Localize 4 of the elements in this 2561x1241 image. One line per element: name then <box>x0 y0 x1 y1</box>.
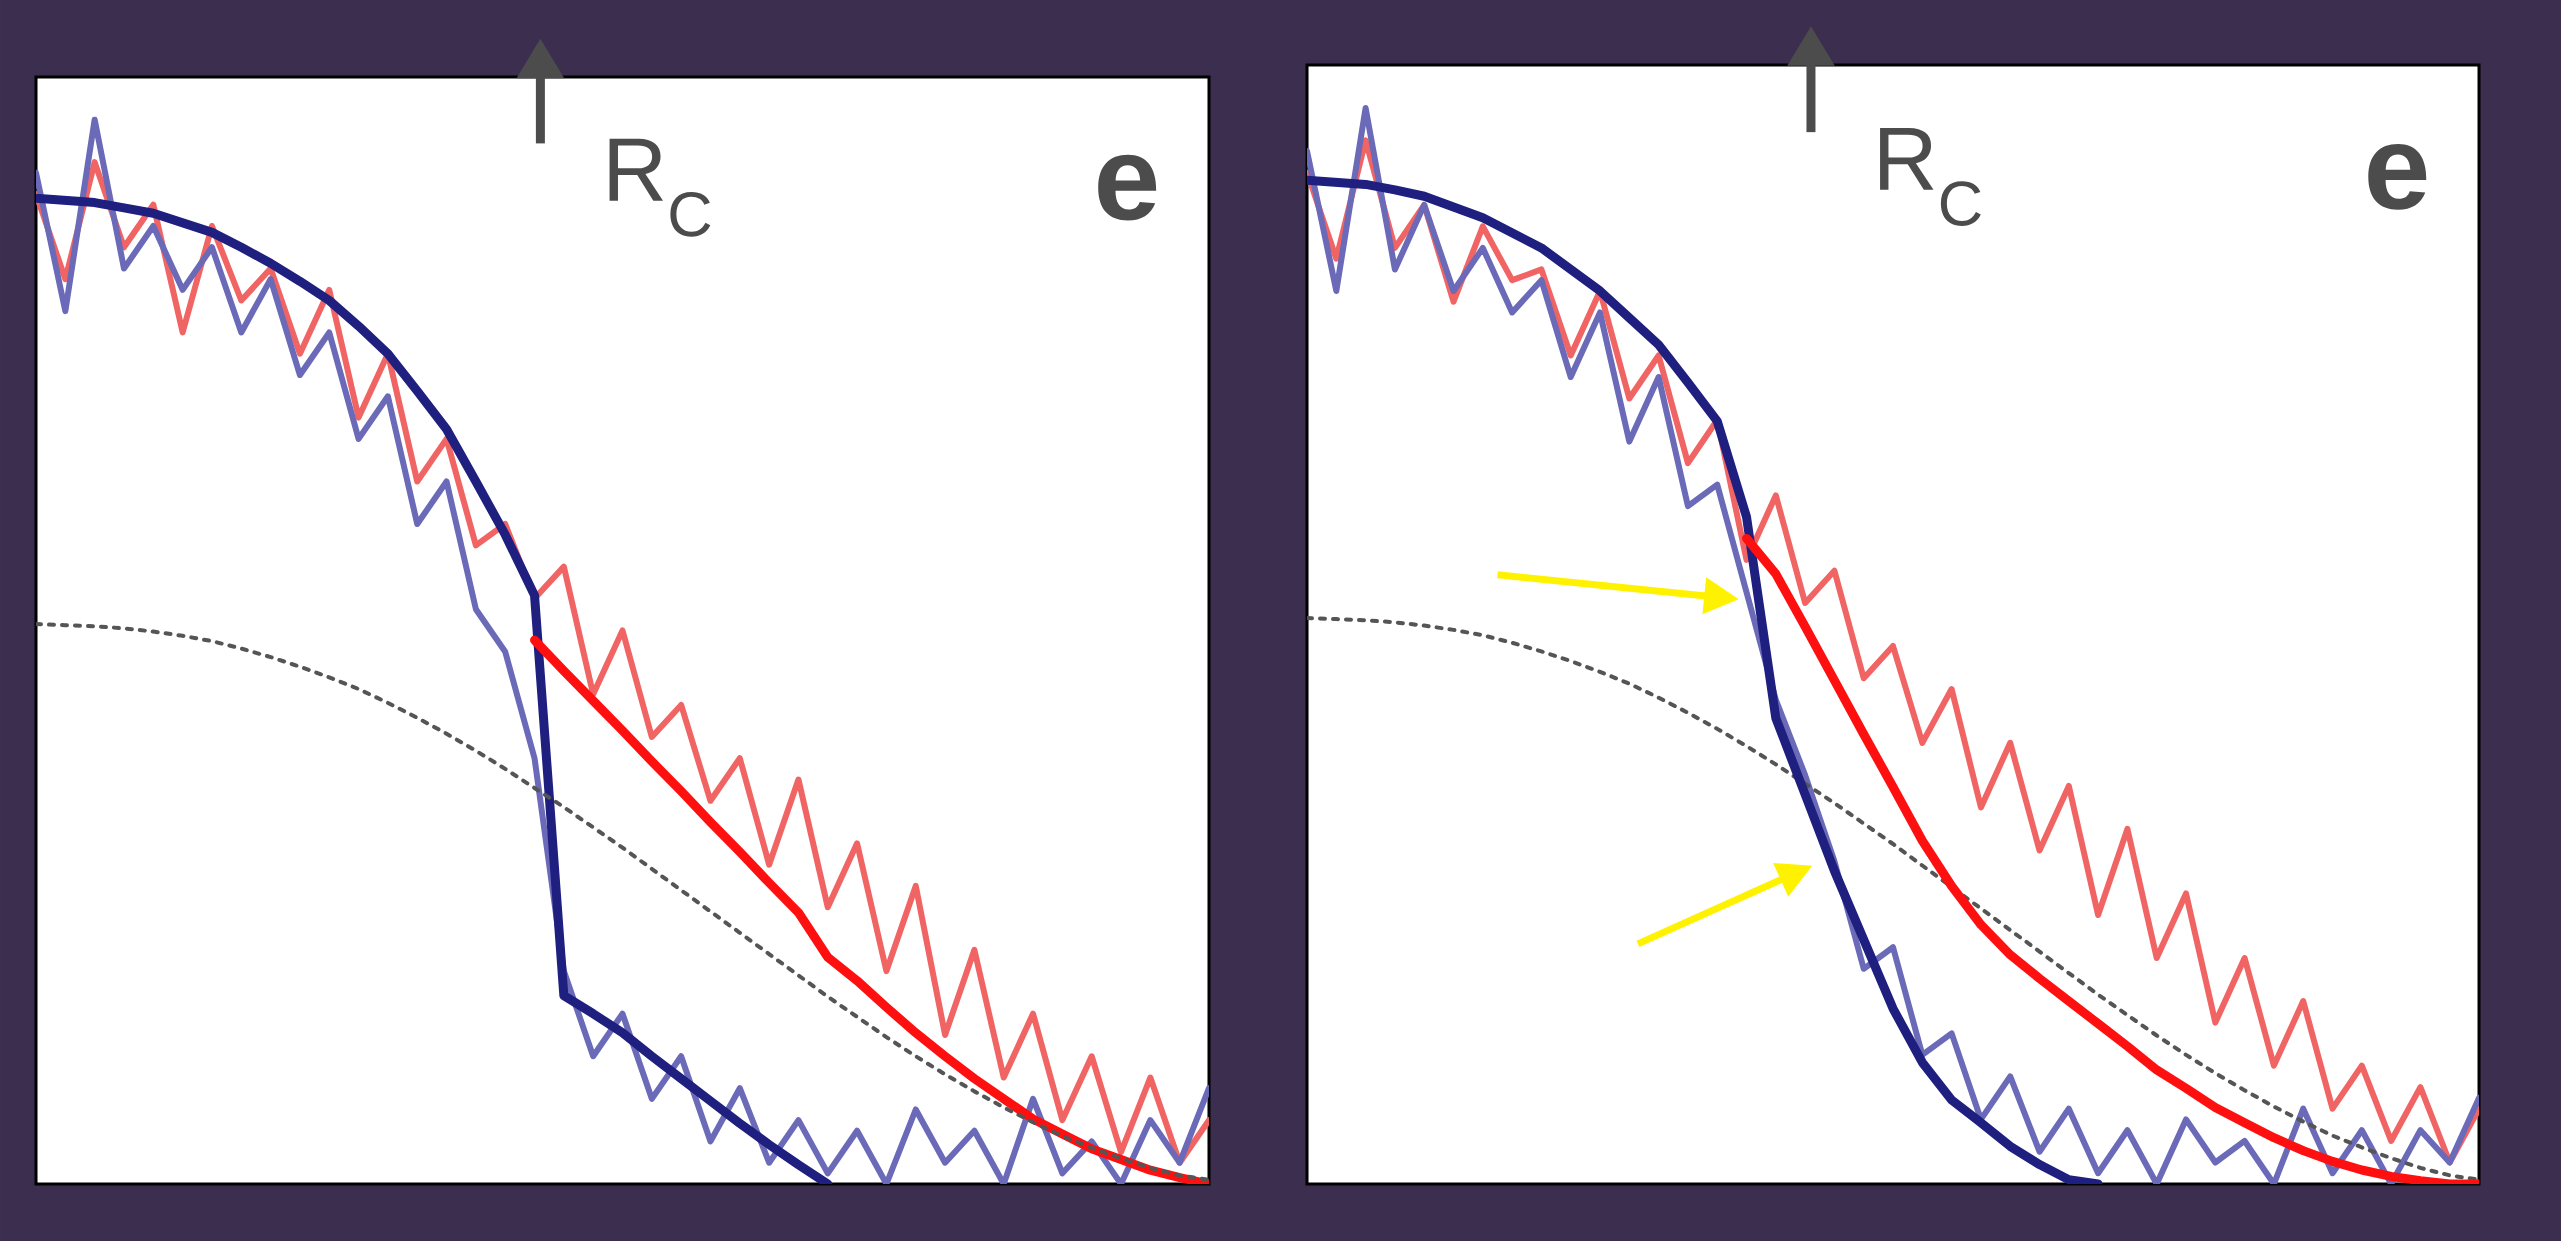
annotation: R$_{C}$ <box>1880 127 1981 226</box>
annotation: R$_{C}$ <box>609 138 711 237</box>
annotation: e <box>2368 144 2427 210</box>
annotation: e <box>1098 154 1157 221</box>
